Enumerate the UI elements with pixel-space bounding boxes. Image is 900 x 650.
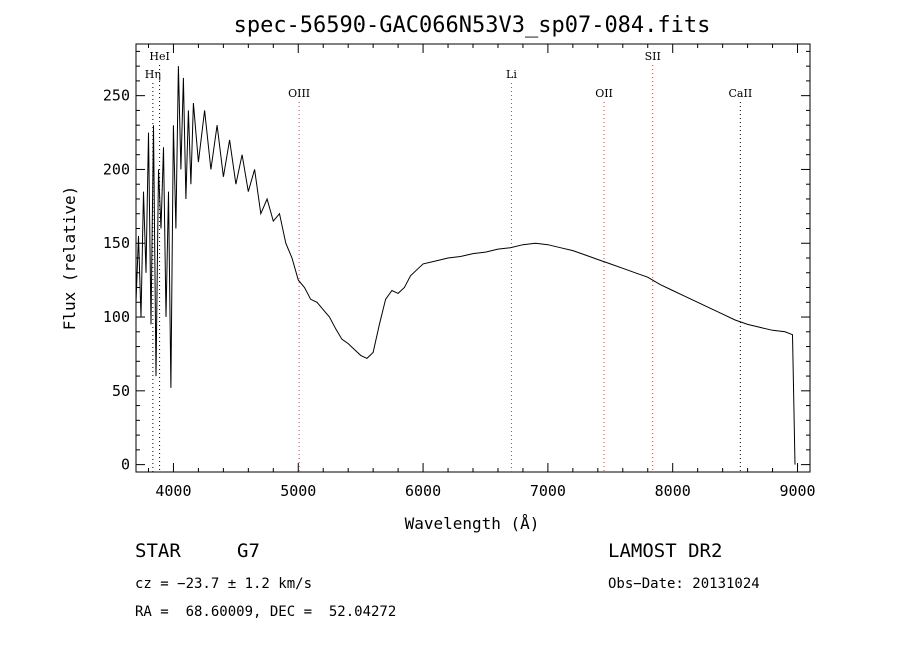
x-tick-label: 5000 — [280, 482, 316, 500]
class-label: STAR — [135, 540, 181, 562]
y-tick-label: 50 — [112, 382, 130, 400]
spectral-line-label: Li — [506, 68, 517, 81]
x-tick-label: 7000 — [530, 482, 566, 500]
axis-ticks: 4000 5000 6000 7000 8000 9000 0 50 100 150 200 250 — [103, 44, 816, 500]
spectral-line-markers: Hη HeI OIII Li OII SII CaII — [145, 50, 752, 472]
x-tick-label: 9000 — [779, 482, 815, 500]
x-tick-label: 4000 — [155, 482, 191, 500]
spectral-line-label: Hη — [145, 68, 161, 81]
x-tick-label: 8000 — [655, 482, 691, 500]
cz-text: cz = −23.7 ± 1.2 km/s — [135, 576, 313, 592]
y-tick-label: 150 — [103, 234, 130, 252]
x-axis-label: Wavelength (Å) — [405, 514, 540, 533]
y-tick-label: 250 — [103, 87, 130, 105]
chart-title: spec-56590-GAC066N53V3_sp07-084.fits — [234, 13, 711, 38]
y-axis-label: Flux (relative) — [60, 186, 79, 331]
plot-frame — [135, 43, 811, 473]
y-tick-label: 0 — [121, 456, 130, 474]
survey-label: LAMOST DR2 — [608, 540, 723, 562]
y-tick-label: 100 — [103, 308, 130, 326]
subclass-label: G7 — [237, 540, 260, 562]
spectral-line-label: SII — [645, 50, 661, 63]
spectral-line-label: OII — [595, 87, 613, 100]
spectrum-line — [135, 66, 796, 465]
y-tick-label: 200 — [103, 160, 130, 178]
spectral-line-label: OIII — [288, 87, 310, 100]
obs-date-text: Obs−Date: 20131024 — [608, 576, 760, 592]
radec-text: RA = 68.60009, DEC = 52.04272 — [135, 604, 397, 620]
x-tick-label: 6000 — [405, 482, 441, 500]
spectral-line-label: HeI — [149, 50, 169, 63]
spectral-line-label: CaII — [729, 87, 753, 100]
